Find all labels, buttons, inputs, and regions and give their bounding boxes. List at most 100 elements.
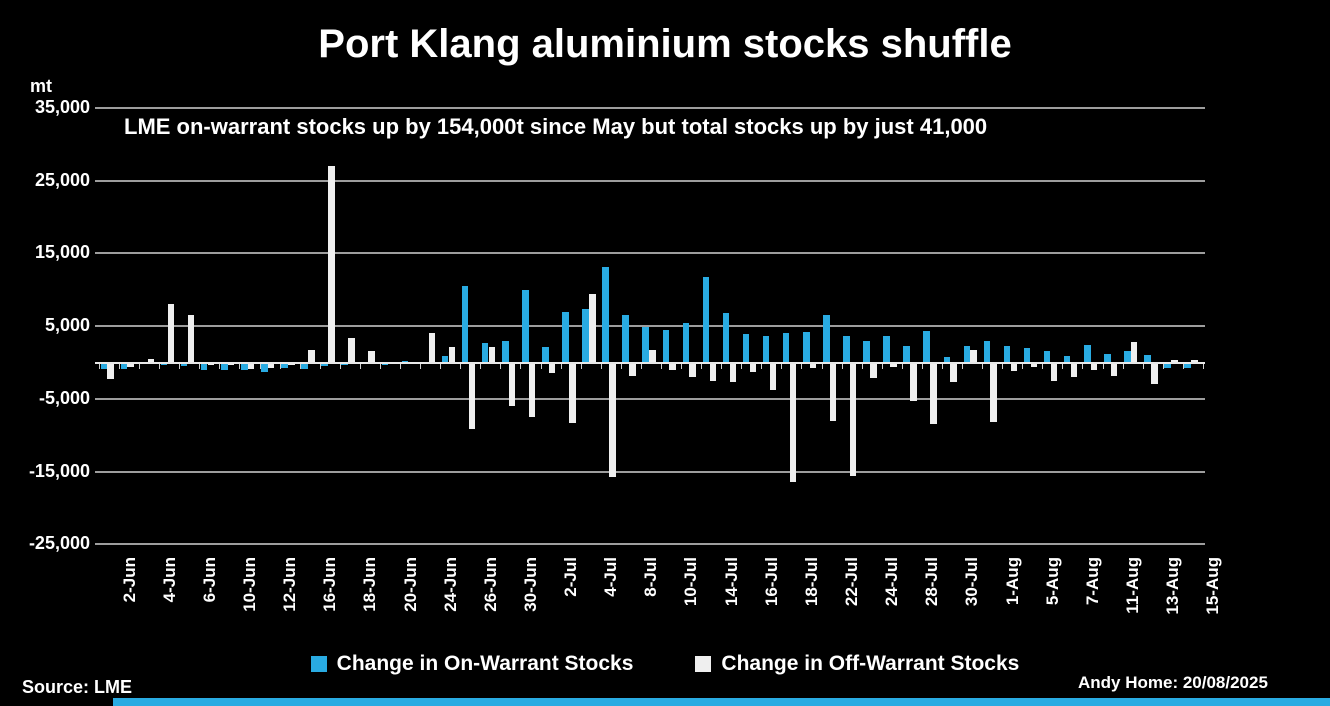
bar-off-warrant xyxy=(829,362,837,421)
x-axis-tick xyxy=(99,363,100,369)
bar-on-warrant xyxy=(903,345,910,363)
gridline xyxy=(95,252,1205,255)
x-axis-tick-label: 4-Jul xyxy=(601,557,621,597)
legend-label-off-warrant: Change in Off-Warrant Stocks xyxy=(721,652,1020,675)
legend-item-on-warrant: Change in On-Warrant Stocks xyxy=(310,652,633,676)
chart-subtitle: LME on-warrant stocks up by 154,000t sin… xyxy=(124,114,988,139)
bar-off-warrant xyxy=(689,362,696,378)
bar-on-warrant xyxy=(823,315,830,363)
x-axis-tick xyxy=(540,363,542,369)
bar-on-warrant xyxy=(983,340,991,363)
x-axis-tick xyxy=(119,363,121,369)
bar-off-warrant xyxy=(1090,362,1098,370)
bar-off-warrant xyxy=(548,362,556,374)
x-axis-tick xyxy=(359,363,361,369)
bar-off-warrant xyxy=(328,166,335,363)
x-axis-tick xyxy=(560,363,562,369)
x-axis-tick xyxy=(139,363,141,369)
bar-off-warrant xyxy=(970,349,977,363)
bar-on-warrant xyxy=(843,336,850,363)
legend: Change in On-Warrant Stocks Change in Of… xyxy=(0,652,1330,676)
gridline xyxy=(95,543,1205,546)
x-axis-tick-label: 22-Jul xyxy=(842,557,862,607)
x-axis-line xyxy=(95,361,1205,364)
x-axis-tick-label: 13-Aug xyxy=(1163,557,1183,615)
x-axis-tick xyxy=(580,363,582,369)
gridline xyxy=(95,470,1205,473)
bar-off-warrant xyxy=(589,294,596,363)
x-axis-tick-label: 6-Jun xyxy=(199,557,219,603)
x-axis-tick xyxy=(1102,363,1104,369)
x-axis-tick xyxy=(339,363,341,369)
y-axis-tick-label: 35,000 xyxy=(34,97,90,118)
x-axis-tick-label: 30-Jun xyxy=(520,557,540,612)
bar-off-warrant xyxy=(308,349,315,363)
x-axis-tick-label: 20-Jun xyxy=(400,557,420,612)
x-axis-tick xyxy=(941,363,943,369)
bar-on-warrant xyxy=(562,311,569,363)
bar-on-warrant xyxy=(803,331,810,363)
bar-on-warrant xyxy=(160,362,168,366)
bar-on-warrant xyxy=(321,362,328,367)
bar-off-warrant xyxy=(1050,362,1058,381)
bar-off-warrant xyxy=(1171,360,1178,363)
bar-on-warrant xyxy=(742,334,750,363)
bar-on-warrant xyxy=(722,313,730,363)
bar-off-warrant xyxy=(930,362,937,425)
bar-on-warrant xyxy=(120,362,128,370)
bar-on-warrant xyxy=(100,362,108,370)
y-axis-tick-label: -15,000 xyxy=(28,460,90,481)
bar-on-warrant xyxy=(1003,345,1011,363)
bar-off-warrant xyxy=(1110,362,1118,377)
x-axis-tick xyxy=(379,363,381,369)
x-axis-tick-label: 26-Jun xyxy=(480,557,500,612)
x-axis-tick-label: 4-Jun xyxy=(159,557,179,603)
author-credit: Andy Home: 20/08/2025 xyxy=(1078,673,1268,692)
x-axis-tick-label: 28-Jul xyxy=(922,557,942,607)
bar-off-warrant xyxy=(127,362,134,368)
x-axis-tick xyxy=(1202,363,1204,369)
x-axis-tick xyxy=(982,363,984,369)
bar-off-warrant xyxy=(227,362,235,365)
x-axis-tick xyxy=(179,363,181,369)
bar-off-warrant xyxy=(147,358,155,363)
bar-off-warrant xyxy=(528,362,536,418)
x-axis-tick-label: 16-Jul xyxy=(761,557,781,607)
bar-on-warrant xyxy=(261,362,268,372)
x-axis-tick xyxy=(1062,363,1064,369)
x-axis-tick-label: 18-Jul xyxy=(801,557,821,607)
bar-on-warrant xyxy=(200,362,208,371)
x-axis-tick xyxy=(259,363,261,369)
x-axis-tick xyxy=(620,363,622,369)
x-axis-tick xyxy=(520,363,522,369)
x-axis-tick xyxy=(600,363,602,369)
x-axis-tick xyxy=(660,363,662,369)
bar-off-warrant xyxy=(1130,342,1138,363)
bar-off-warrant xyxy=(890,362,897,367)
bar-on-warrant xyxy=(702,277,710,363)
bar-off-warrant xyxy=(629,362,636,376)
x-axis-tick xyxy=(721,363,723,369)
footer-accent-strip xyxy=(113,698,1330,706)
bar-off-warrant xyxy=(247,362,255,370)
x-axis-tick xyxy=(219,363,221,369)
gridline xyxy=(95,107,1205,110)
bar-on-warrant xyxy=(441,355,449,363)
bar-on-warrant xyxy=(1023,347,1031,363)
bar-on-warrant xyxy=(762,335,770,363)
bar-on-warrant xyxy=(622,315,629,363)
bar-on-warrant xyxy=(341,362,348,365)
y-axis-tick-label: -25,000 xyxy=(28,533,90,554)
on-warrant-swatch-icon xyxy=(310,656,327,672)
x-axis-tick xyxy=(1162,363,1164,369)
bar-off-warrant xyxy=(649,349,656,363)
x-axis-tick xyxy=(861,363,863,369)
x-axis-tick-label: 2-Jun xyxy=(119,557,139,603)
off-warrant-swatch-icon xyxy=(695,656,712,672)
bar-off-warrant xyxy=(348,337,355,363)
x-axis-tick xyxy=(901,363,903,369)
x-axis-tick xyxy=(921,363,923,369)
bar-on-warrant xyxy=(863,341,870,363)
x-axis-tick xyxy=(319,363,321,369)
